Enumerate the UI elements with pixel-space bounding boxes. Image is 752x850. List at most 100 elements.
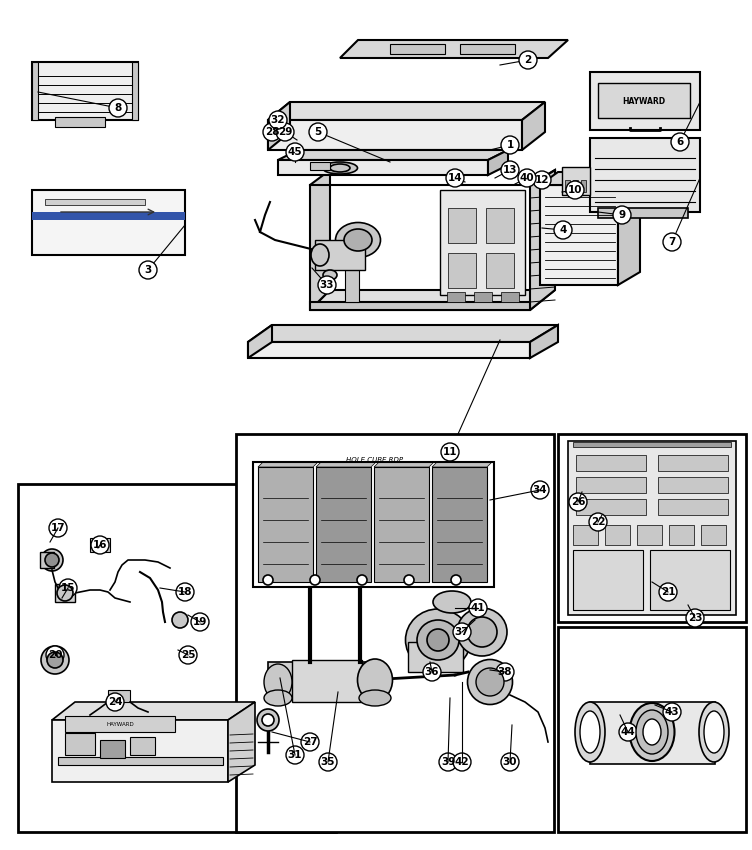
Bar xyxy=(558,627,746,832)
Bar xyxy=(658,455,728,471)
Circle shape xyxy=(286,746,304,764)
Ellipse shape xyxy=(467,617,497,647)
Bar xyxy=(581,180,586,192)
Circle shape xyxy=(453,753,471,771)
Polygon shape xyxy=(488,150,508,175)
Bar xyxy=(253,462,494,587)
Text: 11: 11 xyxy=(443,447,457,457)
Text: 31: 31 xyxy=(288,750,302,760)
Text: 41: 41 xyxy=(471,603,485,613)
Circle shape xyxy=(318,276,336,294)
Text: 37: 37 xyxy=(455,627,469,637)
Circle shape xyxy=(533,171,551,189)
Circle shape xyxy=(357,575,367,585)
Text: 21: 21 xyxy=(661,587,675,597)
Ellipse shape xyxy=(262,714,274,726)
Polygon shape xyxy=(432,467,487,582)
Bar xyxy=(701,525,726,545)
Bar xyxy=(32,62,38,120)
Ellipse shape xyxy=(257,709,279,731)
Circle shape xyxy=(310,575,320,585)
Bar xyxy=(605,525,630,545)
Ellipse shape xyxy=(643,719,661,745)
Ellipse shape xyxy=(433,591,471,613)
Polygon shape xyxy=(258,462,318,467)
Text: 30: 30 xyxy=(503,757,517,767)
Bar xyxy=(658,477,728,493)
Text: 28: 28 xyxy=(265,127,279,137)
Bar xyxy=(573,525,598,545)
Bar xyxy=(486,253,514,288)
Circle shape xyxy=(453,623,471,641)
Text: 3: 3 xyxy=(144,265,152,275)
Text: 34: 34 xyxy=(532,485,547,495)
Ellipse shape xyxy=(468,660,513,705)
Text: 15: 15 xyxy=(61,583,75,593)
Polygon shape xyxy=(268,102,290,150)
Circle shape xyxy=(439,753,457,771)
Circle shape xyxy=(309,123,327,141)
Polygon shape xyxy=(32,190,185,255)
Bar xyxy=(447,292,465,302)
Polygon shape xyxy=(432,462,492,467)
Ellipse shape xyxy=(575,702,605,762)
Circle shape xyxy=(569,493,587,511)
Ellipse shape xyxy=(704,711,724,753)
Circle shape xyxy=(501,161,519,179)
Circle shape xyxy=(451,575,461,585)
Bar xyxy=(590,702,715,764)
Polygon shape xyxy=(268,102,545,120)
Circle shape xyxy=(263,575,273,585)
Polygon shape xyxy=(248,325,272,358)
Polygon shape xyxy=(52,720,228,782)
Circle shape xyxy=(176,583,194,601)
Circle shape xyxy=(531,481,549,499)
Ellipse shape xyxy=(636,710,668,754)
Text: 13: 13 xyxy=(503,165,517,175)
Text: 14: 14 xyxy=(447,173,462,183)
Bar xyxy=(573,442,731,447)
Polygon shape xyxy=(310,302,530,310)
Text: 8: 8 xyxy=(114,103,122,113)
Ellipse shape xyxy=(359,690,391,706)
Circle shape xyxy=(663,233,681,251)
Circle shape xyxy=(619,723,637,741)
Text: 18: 18 xyxy=(177,587,193,597)
Bar xyxy=(55,584,75,602)
Bar xyxy=(486,208,514,243)
Text: 39: 39 xyxy=(441,757,455,767)
Circle shape xyxy=(91,536,109,554)
Polygon shape xyxy=(374,467,429,582)
Circle shape xyxy=(441,443,459,461)
Bar xyxy=(65,733,95,755)
Text: 1: 1 xyxy=(506,140,514,150)
Ellipse shape xyxy=(629,703,675,761)
Text: HAYWARD: HAYWARD xyxy=(623,97,666,105)
Circle shape xyxy=(446,169,464,187)
Circle shape xyxy=(41,646,69,674)
Bar xyxy=(90,538,110,552)
Text: 5: 5 xyxy=(314,127,322,137)
Circle shape xyxy=(423,663,441,681)
Text: 27: 27 xyxy=(303,737,317,747)
Circle shape xyxy=(179,646,197,664)
Circle shape xyxy=(276,123,294,141)
Polygon shape xyxy=(618,172,640,285)
Bar xyxy=(130,737,155,755)
Ellipse shape xyxy=(264,690,292,706)
Ellipse shape xyxy=(457,608,507,656)
Polygon shape xyxy=(374,462,434,467)
Text: 22: 22 xyxy=(591,517,605,527)
Ellipse shape xyxy=(699,702,729,762)
Polygon shape xyxy=(258,467,313,582)
Bar xyxy=(573,550,643,610)
Ellipse shape xyxy=(264,664,292,700)
Bar xyxy=(310,162,330,170)
Text: 17: 17 xyxy=(50,523,65,533)
Text: HAYWARD: HAYWARD xyxy=(106,722,134,727)
Circle shape xyxy=(519,51,537,69)
Text: 16: 16 xyxy=(92,540,108,550)
Circle shape xyxy=(301,733,319,751)
Bar xyxy=(568,441,736,615)
Bar xyxy=(448,208,476,243)
